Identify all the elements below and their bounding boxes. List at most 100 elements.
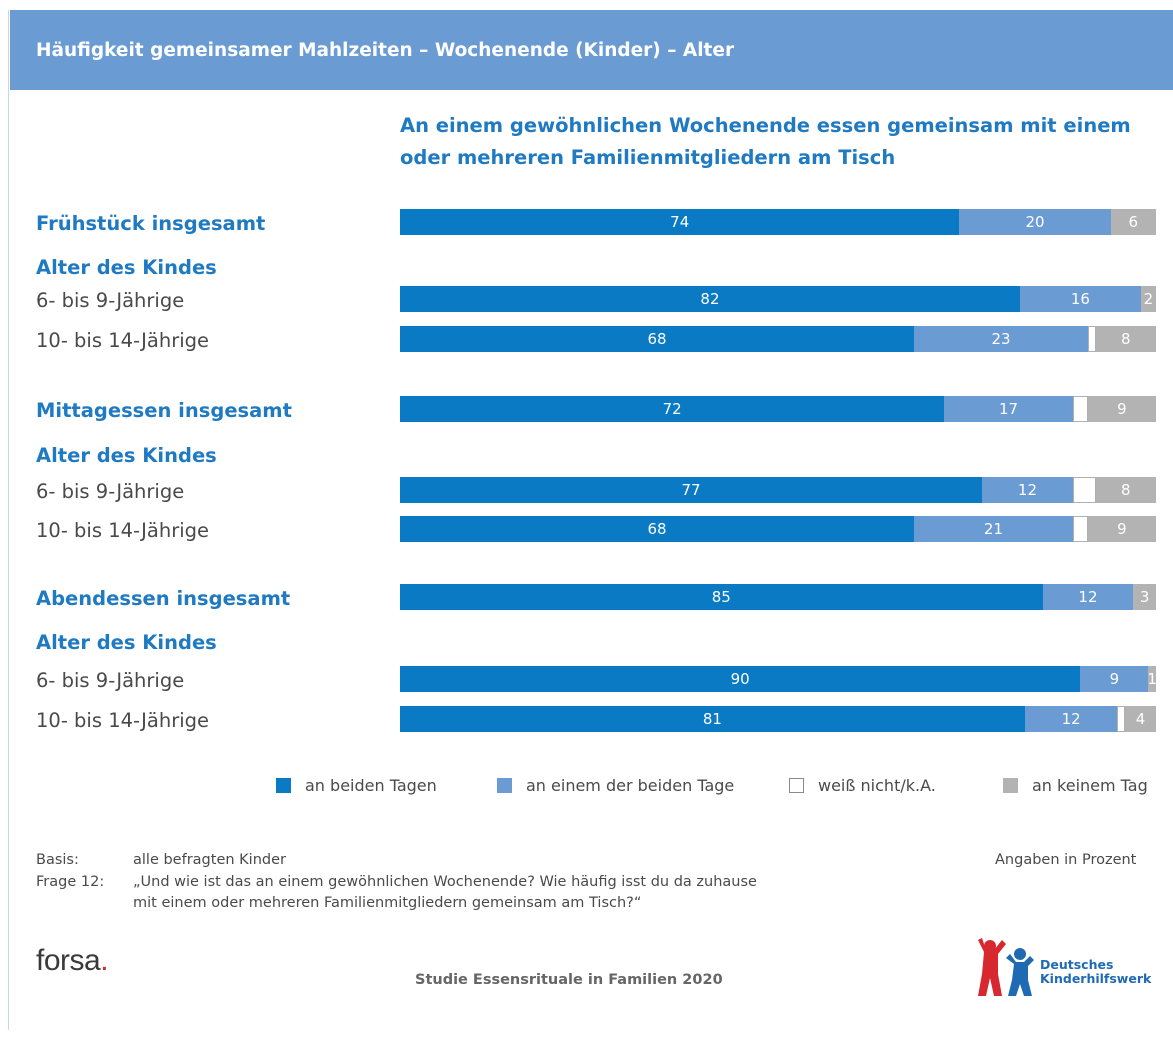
legend-swatch [1003, 778, 1018, 793]
data-label: 1 [1147, 670, 1157, 688]
stacked-bar: 68 21 9 [400, 516, 1156, 542]
data-label: 23 [991, 330, 1011, 348]
data-label: 3 [1139, 588, 1150, 606]
legend-item-one-day: an einem der beiden Tage [497, 776, 734, 795]
row-label: 10- bis 14-Jährige [36, 519, 210, 542]
stacked-bar: 74 20 6 [400, 209, 1156, 235]
row-label: Abendessen insgesamt [36, 587, 291, 610]
stacked-bar: 72 17 9 [400, 396, 1156, 422]
bar-segment: 4 [1125, 706, 1156, 732]
bar-segment: 23 [914, 326, 1088, 352]
bar-segment: 12 [1024, 706, 1118, 732]
data-label: 12 [1061, 710, 1081, 728]
bar-segment: 20 [959, 209, 1111, 235]
data-label: 12 [1017, 481, 1038, 499]
unit-note: Angaben in Prozent [995, 852, 1137, 868]
header-banner: Häufigkeit gemeinsamer Mahlzeiten – Woch… [10, 10, 1173, 90]
data-label: 9 [1109, 670, 1120, 688]
bar-segment: 9 [1080, 666, 1149, 692]
row-label: 10- bis 14-Jährige [36, 329, 210, 352]
bar-segment: 8 [1095, 326, 1156, 352]
frage-label: Frage 12: [36, 874, 105, 890]
row-label: Alter des Kindes [36, 444, 217, 467]
study-title: Studie Essensrituale in Familien 2020 [415, 972, 723, 988]
data-label: 90 [730, 670, 750, 688]
data-label: 68 [647, 330, 667, 348]
basis-text: alle befragten Kinder [133, 852, 286, 868]
frage-line-1: „Und wie ist das an einem gewöhnlichen W… [133, 874, 757, 890]
data-label: 9 [1117, 400, 1127, 418]
forsa-logo-text: forsa [36, 944, 101, 977]
data-label: 72 [662, 400, 682, 418]
bar-segment: 3 [1133, 584, 1156, 610]
data-label: 2 [1143, 290, 1154, 308]
bar-segment [1117, 706, 1126, 732]
bar-segment: 1 [1147, 666, 1157, 692]
dkhw-logo-text: Deutsches Kinderhilfswerk [1040, 958, 1151, 986]
legend-item-dont-know: weiß nicht/k.A. [789, 776, 936, 795]
bar-segment [1072, 396, 1088, 422]
stacked-bar: 82 16 2 [400, 286, 1156, 312]
frame-border [8, 10, 9, 1030]
data-label: 77 [681, 481, 701, 499]
stacked-bar: 77 12 8 [400, 477, 1156, 503]
bar-segment: 6 [1110, 209, 1156, 235]
bar-segment: 85 [400, 584, 1043, 610]
frage-line-2: mit einem oder mehreren Familienmitglied… [133, 895, 642, 911]
data-label: 6 [1128, 213, 1139, 231]
legend-swatch [497, 778, 512, 793]
bar-segment: 82 [400, 286, 1020, 312]
bar-segment [1072, 477, 1096, 503]
data-label: 20 [1025, 213, 1045, 231]
legend-label: an keinem Tag [1032, 776, 1148, 795]
legend-swatch [276, 778, 291, 793]
dkhw-line-1: Deutsches [1040, 957, 1114, 972]
data-label: 4 [1135, 710, 1146, 728]
bar-segment: 90 [400, 666, 1081, 692]
data-label: 82 [700, 290, 720, 308]
bar-segment: 16 [1019, 286, 1141, 312]
legend-swatch [789, 778, 804, 793]
bar-segment: 72 [400, 396, 945, 422]
forsa-logo-dot: . [100, 944, 109, 977]
legend-label: weiß nicht/k.A. [818, 776, 936, 795]
row-label: 6- bis 9-Jährige [36, 480, 185, 503]
data-label: 81 [702, 710, 722, 728]
row-label: 6- bis 9-Jährige [36, 669, 185, 692]
bar-segment: 68 [400, 326, 915, 352]
legend-label: an einem der beiden Tage [526, 776, 735, 795]
bar-segment [1072, 516, 1088, 542]
dkhw-logo-icon [978, 938, 1034, 996]
bar-segment [1087, 326, 1096, 352]
bar-segment: 77 [400, 477, 983, 503]
bar-segment: 21 [914, 516, 1073, 542]
data-label: 12 [1078, 588, 1098, 606]
bar-segment: 12 [982, 477, 1073, 503]
row-label: Alter des Kindes [36, 256, 217, 279]
data-label: 8 [1120, 481, 1131, 499]
stacked-bar: 68 23 8 [400, 326, 1156, 352]
bar-segment: 2 [1140, 286, 1156, 312]
legend: an beiden Tagen an einem der beiden Tage… [0, 776, 1173, 800]
data-label: 85 [711, 588, 731, 606]
forsa-logo: forsa. [36, 944, 109, 978]
legend-item-no-day: an keinem Tag [1003, 776, 1148, 795]
data-label: 9 [1117, 520, 1127, 538]
row-label: 6- bis 9-Jährige [36, 289, 185, 312]
data-label: 21 [983, 520, 1003, 538]
bar-segment: 17 [944, 396, 1073, 422]
page-title: Häufigkeit gemeinsamer Mahlzeiten – Woch… [36, 40, 735, 61]
row-label: Mittagessen insgesamt [36, 399, 292, 422]
data-label: 8 [1120, 330, 1131, 348]
bar-segment: 9 [1087, 396, 1156, 422]
data-label: 17 [999, 400, 1019, 418]
stacked-bar: 90 9 1 [400, 666, 1157, 692]
dkhw-line-2: Kinderhilfswerk [1040, 971, 1152, 986]
basis-label: Basis: [36, 852, 79, 868]
row-label: Frühstück insgesamt [36, 212, 266, 235]
row-label: Alter des Kindes [36, 631, 217, 654]
bar-segment: 12 [1042, 584, 1134, 610]
bar-segment: 68 [400, 516, 915, 542]
data-label: 68 [647, 520, 667, 538]
bar-segment: 74 [400, 209, 960, 235]
